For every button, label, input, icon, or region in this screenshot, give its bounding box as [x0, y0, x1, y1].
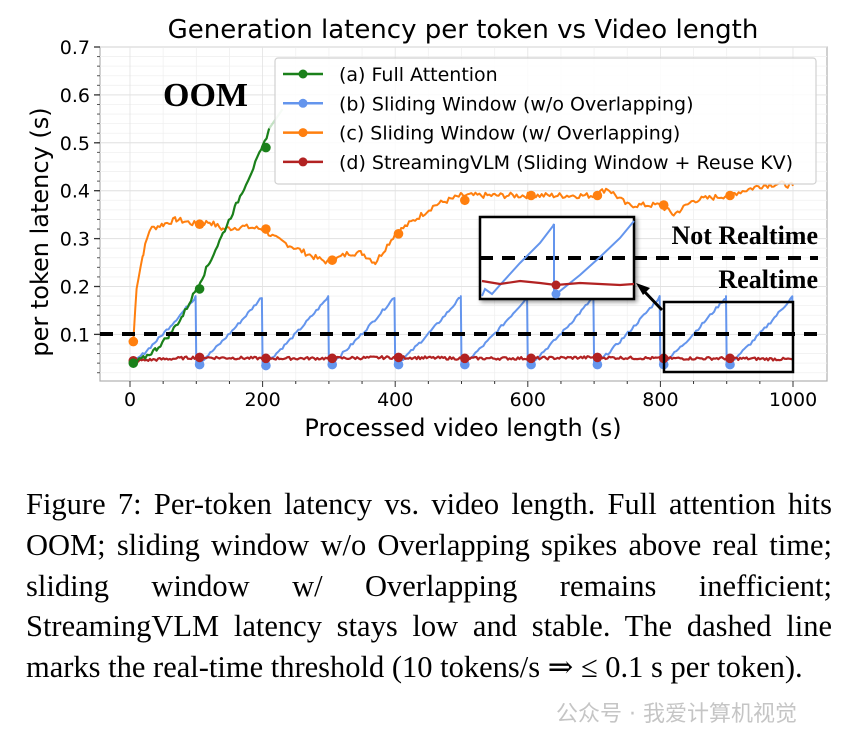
- figure-caption: Figure 7: Per-token latency vs. video le…: [26, 487, 832, 685]
- series-c-marker: [128, 336, 139, 347]
- legend-label: (d) StreamingVLM (Sliding Window + Reuse…: [339, 152, 793, 174]
- y-tick-label: 0.4: [60, 181, 90, 203]
- series-d-marker: [460, 353, 470, 364]
- series-b-marker: [393, 359, 404, 370]
- y-axis: 0.1 0.2 0.3 0.4 0.5 0.6 0.7: [60, 37, 100, 374]
- not-realtime-label: Not Realtime: [671, 221, 818, 250]
- y-tick-label: 0.6: [60, 85, 90, 107]
- legend-label: (c) Sliding Window (w/ Overlapping): [339, 123, 680, 145]
- x-tick-label: 800: [642, 389, 678, 411]
- series-c-marker: [460, 195, 470, 206]
- series-d-marker: [261, 353, 271, 364]
- x-tick-label: 1000: [769, 389, 817, 411]
- series-c-marker: [526, 190, 536, 201]
- series-c-marker: [658, 200, 669, 210]
- chart-title: Generation latency per token vs Video le…: [168, 15, 759, 45]
- legend-label: (b) Sliding Window (w/o Overlapping): [339, 93, 694, 115]
- x-axis-label: Processed video length (s): [304, 414, 621, 442]
- y-tick-label: 0.3: [60, 229, 90, 251]
- series-full-attention-line: [132, 128, 271, 364]
- series-c-marker: [592, 190, 603, 201]
- series-b-marker: [261, 360, 271, 371]
- y-axis-label: per token latency (s): [26, 107, 54, 356]
- inset-zoom: [478, 215, 818, 312]
- oom-label: OOM: [163, 77, 248, 114]
- x-tick-label: 600: [510, 389, 546, 411]
- series-c-marker: [725, 190, 735, 201]
- series-c-marker: [261, 224, 271, 234]
- series-b-marker: [592, 359, 603, 370]
- series-d-marker: [592, 352, 603, 363]
- series-sliding-window-overlap-line: [132, 180, 794, 342]
- watermark: 公众号 · 我爱计算机视觉: [556, 702, 797, 727]
- series-d-marker: [526, 353, 536, 364]
- y-tick-label: 0.1: [60, 324, 90, 346]
- y-tick-label: 0.7: [60, 37, 90, 59]
- y-tick-label: 0.5: [60, 133, 90, 155]
- series-c-marker: [327, 255, 338, 265]
- series-d-marker: [327, 353, 338, 364]
- series-b-marker: [194, 359, 205, 370]
- latency-chart: Generation latency per token vs Video le…: [26, 15, 828, 442]
- x-tick-label: 400: [377, 389, 413, 411]
- series-c-marker: [393, 229, 404, 239]
- series-a-marker: [261, 142, 271, 153]
- x-tick-label: 0: [124, 389, 136, 411]
- series-layer: [128, 108, 794, 371]
- series-d-marker: [194, 352, 205, 363]
- zoom-source-box: [662, 300, 795, 374]
- realtime-label: Realtime: [718, 265, 818, 294]
- series-c-marker: [194, 219, 205, 230]
- series-d-marker: [725, 353, 735, 364]
- legend-label: (a) Full Attention: [339, 64, 498, 86]
- series-a-marker: [128, 358, 139, 368]
- series-d-marker: [393, 352, 404, 363]
- x-tick-label: 200: [244, 389, 280, 411]
- y-tick-label: 0.2: [60, 277, 90, 299]
- legend: (a) Full Attention (b) Sliding Window (w/…: [274, 57, 817, 185]
- series-a-marker: [194, 284, 205, 294]
- x-axis: 0 200 400 600 800 1000: [124, 381, 817, 411]
